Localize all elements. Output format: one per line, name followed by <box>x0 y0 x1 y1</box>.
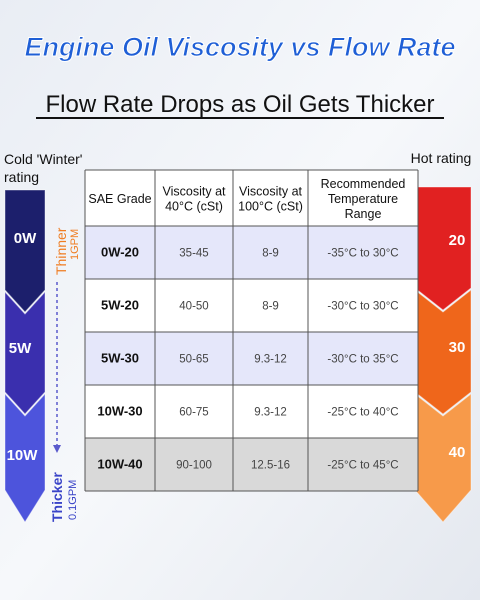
table-row <box>85 226 418 279</box>
left-grade: 0W <box>14 230 37 247</box>
table-row <box>85 279 418 332</box>
table-cell: -35°C to 30°C <box>327 248 398 260</box>
column-header: Viscosity at <box>163 185 227 199</box>
left-arrow <box>4 189 46 523</box>
table-row <box>85 385 418 438</box>
table-cell: 35-45 <box>179 248 208 260</box>
title: Engine Oil Viscosity vs Flow Rate <box>24 32 455 62</box>
right-grade: 20 <box>449 232 466 249</box>
grade-cell: 5W-20 <box>101 298 139 313</box>
table-cell: -25°C to 45°C <box>327 460 398 472</box>
right-grade: 30 <box>449 339 466 356</box>
grade-cell: 10W-30 <box>97 404 142 419</box>
table-cell: 12.5-16 <box>251 460 290 472</box>
table-cell: 50-65 <box>179 354 208 366</box>
table-cell: -25°C to 40°C <box>327 407 398 419</box>
column-header: 40°C (cSt) <box>165 200 223 214</box>
column-header: SAE Grade <box>88 192 151 206</box>
table-cell: -30°C to 35°C <box>327 354 398 366</box>
table-cell: -30°C to 30°C <box>327 301 398 313</box>
thinner-label: Thinner <box>53 227 69 275</box>
table-cell: 90-100 <box>176 460 212 472</box>
thicker-flow: 0.1GPM <box>67 480 79 520</box>
left-label: Cold 'Winter' <box>4 151 82 167</box>
thinner-flow: 1GPM <box>69 229 81 260</box>
thicker-label: Thicker <box>49 472 65 522</box>
right-grade: 40 <box>449 444 466 461</box>
table-cell: 60-75 <box>179 407 208 419</box>
grade-cell: 0W-20 <box>101 245 139 260</box>
table-cell: 40-50 <box>179 301 208 313</box>
left-grade: 5W <box>9 340 32 357</box>
table-cell: 8-9 <box>262 248 279 260</box>
right-arrow <box>414 186 472 523</box>
table-cell: 9.3-12 <box>254 354 287 366</box>
flow-arrow-head <box>53 445 61 453</box>
column-header: 100°C (cSt) <box>238 200 303 214</box>
left-grade: 10W <box>7 447 39 464</box>
table-cell: 8-9 <box>262 301 279 313</box>
table-row <box>85 332 418 385</box>
column-header: Temperature <box>328 192 398 206</box>
grade-cell: 10W-40 <box>97 457 142 472</box>
column-header: Recommended <box>321 177 406 191</box>
table-row <box>85 438 418 491</box>
table-cell: 9.3-12 <box>254 407 287 419</box>
left-label: rating <box>4 169 39 185</box>
column-header: Viscosity at <box>239 185 303 199</box>
header-row <box>85 170 418 226</box>
right-label: Hot rating <box>411 150 472 166</box>
grade-cell: 5W-30 <box>101 351 139 366</box>
column-header: Range <box>345 207 382 221</box>
subtitle: Flow Rate Drops as Oil Gets Thicker <box>45 91 434 118</box>
